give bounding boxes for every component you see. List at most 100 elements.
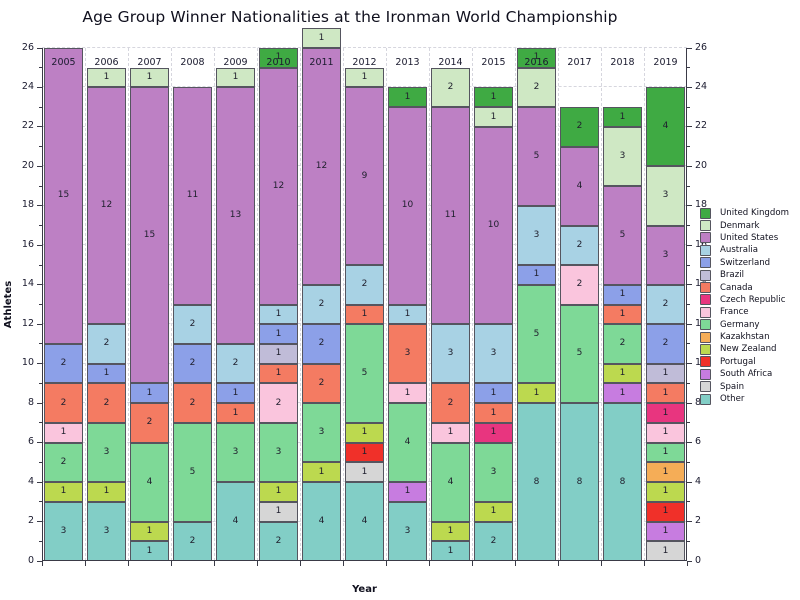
- tick-mark: [385, 561, 387, 566]
- legend-item-canada[interactable]: Canada: [700, 281, 800, 294]
- gridline-vertical: [343, 48, 344, 561]
- bar-segment[interactable]: 11: [173, 87, 212, 305]
- bar-segment[interactable]: 3: [646, 225, 685, 285]
- legend-item-germany[interactable]: Germany: [700, 319, 800, 331]
- y-tick-label: 6: [27, 436, 34, 448]
- legend-item-australia[interactable]: Australia: [700, 244, 800, 256]
- tick-mark: [39, 422, 42, 424]
- tick-mark: [37, 560, 42, 562]
- bar-segment[interactable]: 3: [431, 324, 470, 384]
- legend-item-united-kingdom[interactable]: United Kingdom: [700, 207, 800, 219]
- bar-segment[interactable]: 4: [302, 482, 341, 561]
- bar-segment[interactable]: 10: [388, 107, 427, 305]
- bar-2008[interactable]: 2 5 2 2 2 11: [173, 48, 212, 561]
- bar-2010[interactable]: 2 1 1 3 2 1 1 1 1 12 1: [259, 48, 298, 561]
- bar-segment[interactable]: 3: [302, 403, 341, 463]
- bar-segment[interactable]: 1: [302, 28, 341, 48]
- bar-segment[interactable]: 8: [517, 403, 556, 561]
- tick-mark: [37, 481, 42, 483]
- legend-item-czech-republic[interactable]: Czech Republic: [700, 294, 800, 306]
- gridline-vertical: [85, 48, 86, 561]
- gridline-vertical: [257, 48, 258, 561]
- legend-item-south-africa[interactable]: South Africa: [700, 368, 800, 380]
- y-tick-label: 2: [695, 515, 702, 527]
- bar-2014[interactable]: 1 1 4 1 2 3 11 2: [431, 48, 470, 561]
- legend-item-spain[interactable]: Spain: [700, 380, 800, 393]
- bar-segment[interactable]: 2: [173, 343, 212, 384]
- legend-item-new-zealand[interactable]: New Zealand: [700, 343, 800, 355]
- legend-label: United Kingdom: [720, 208, 789, 219]
- bar-segment[interactable]: 1: [259, 324, 298, 344]
- bar-segment[interactable]: 2: [302, 284, 341, 325]
- tick-mark: [256, 561, 258, 566]
- y-tick-label: 20: [695, 159, 708, 171]
- bar-segment[interactable]: 12: [87, 87, 126, 325]
- bar-segment[interactable]: 3: [87, 422, 126, 483]
- legend-label: Switzerland: [720, 257, 771, 268]
- bar-segment[interactable]: 15: [130, 87, 169, 384]
- legend-item-switzerland[interactable]: Switzerland: [700, 257, 800, 269]
- tick-mark: [687, 382, 690, 384]
- bar-segment[interactable]: 2: [560, 107, 599, 147]
- bar-segment[interactable]: 2: [517, 67, 556, 108]
- bar-segment[interactable]: 12: [302, 48, 341, 285]
- legend-item-denmark[interactable]: Denmark: [700, 219, 800, 232]
- bar-segment[interactable]: 11: [431, 107, 470, 325]
- bar-segment[interactable]: 2: [646, 284, 685, 325]
- bar-2011[interactable]: 4 1 3 2 2 2 12 1: [302, 28, 341, 561]
- bar-segment[interactable]: 3: [87, 501, 126, 561]
- tick-mark: [37, 126, 42, 128]
- bar-segment[interactable]: 3: [603, 126, 642, 187]
- bar-segment[interactable]: 4: [560, 146, 599, 226]
- y-tick-label: 24: [695, 80, 708, 92]
- y-tick-label: 10: [21, 357, 34, 369]
- y-tick-label: 18: [695, 199, 708, 211]
- legend-item-other[interactable]: Other: [700, 393, 800, 405]
- legend-item-portugal[interactable]: Portugal: [700, 356, 800, 368]
- x-tick-label: 2007: [137, 57, 162, 68]
- bar-segment[interactable]: 5: [517, 107, 556, 206]
- bar-segment[interactable]: 2: [560, 225, 599, 266]
- bar-segment[interactable]: 3: [474, 324, 513, 384]
- y-axis-title: Athletes: [3, 280, 14, 329]
- tick-mark: [39, 146, 42, 148]
- bar-segment[interactable]: 3: [259, 422, 298, 483]
- bar-segment[interactable]: 13: [216, 87, 255, 344]
- legend-item-kazakhstan[interactable]: Kazakhstan: [700, 331, 800, 343]
- bar-segment[interactable]: 2: [560, 265, 599, 305]
- bar-segment[interactable]: 12: [259, 67, 298, 305]
- bar-segment[interactable]: 2: [431, 67, 470, 108]
- bar-segment[interactable]: 2: [259, 383, 298, 423]
- legend-swatch-icon: [700, 331, 711, 343]
- x-tick-label: 2009: [223, 57, 248, 68]
- legend-item-united-states[interactable]: United States: [700, 232, 800, 244]
- legend-item-france[interactable]: France: [700, 306, 800, 318]
- bar-segment[interactable]: 5: [517, 284, 556, 384]
- legend-swatch-icon: [700, 319, 711, 331]
- y-tick-label: 26: [21, 41, 34, 53]
- bar-segment[interactable]: 3: [216, 422, 255, 483]
- bar-segment[interactable]: 2: [302, 324, 341, 364]
- legend-label: Portugal: [720, 356, 756, 367]
- gridline-vertical: [601, 48, 602, 561]
- bar-segment[interactable]: 1: [130, 67, 169, 88]
- tick-mark: [687, 560, 692, 562]
- tick-mark: [687, 363, 692, 365]
- legend-item-brazil[interactable]: Brazil: [700, 269, 800, 281]
- tick-mark: [37, 323, 42, 325]
- bar-segment[interactable]: 4: [345, 482, 384, 561]
- bar-segment[interactable]: 8: [560, 403, 599, 561]
- bar-segment[interactable]: 2: [216, 343, 255, 384]
- y-tick-label: 8: [695, 396, 702, 408]
- bar-segment[interactable]: 9: [345, 87, 384, 266]
- bar-segment[interactable]: 2: [173, 304, 212, 344]
- bar-segment[interactable]: 8: [603, 403, 642, 561]
- bar-segment[interactable]: 5: [560, 304, 599, 404]
- legend-label: Brazil: [720, 270, 744, 281]
- bar-segment[interactable]: 2: [44, 343, 83, 384]
